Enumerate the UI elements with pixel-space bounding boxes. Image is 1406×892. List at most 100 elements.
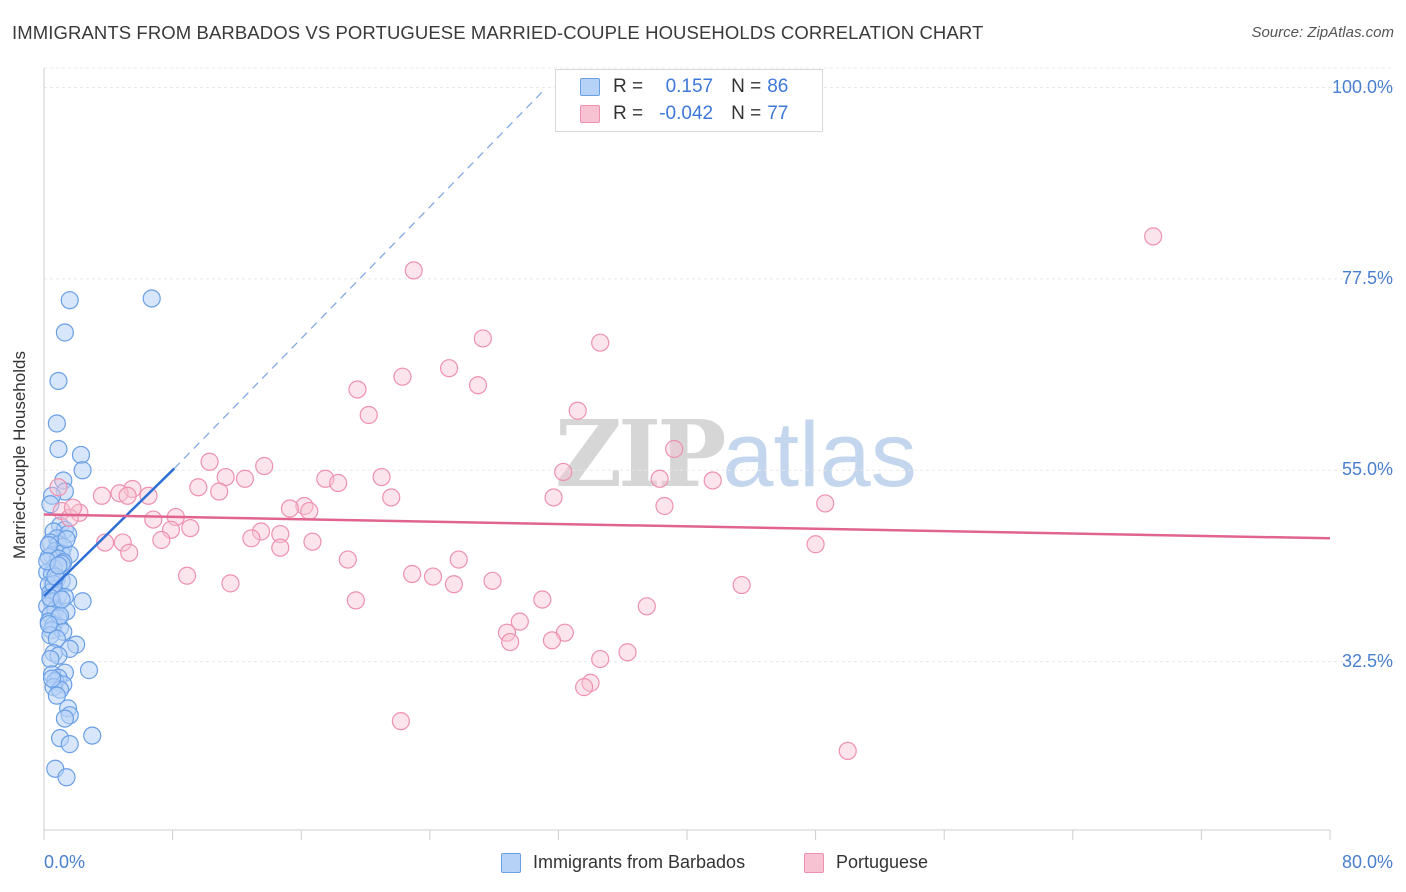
chart-title: IMMIGRANTS FROM BARBADOS VS PORTUGUESE M… bbox=[12, 22, 984, 43]
data-point-portuguese bbox=[591, 649, 610, 669]
legend-label-portuguese: Portuguese bbox=[836, 852, 929, 872]
y-tick-label: 32.5% bbox=[1341, 650, 1393, 671]
data-point-portuguese bbox=[655, 496, 674, 516]
data-point-portuguese bbox=[403, 564, 422, 584]
stats-r-value: 0.157 bbox=[665, 76, 714, 97]
data-point-portuguese bbox=[650, 469, 669, 488]
data-point-portuguese bbox=[338, 550, 357, 569]
data-point-portuguese bbox=[280, 499, 300, 518]
y-tick-label: 55.0% bbox=[1341, 459, 1393, 480]
stats-r-label: R = bbox=[613, 103, 644, 124]
data-point-barbados bbox=[71, 445, 91, 465]
data-point-portuguese bbox=[473, 329, 492, 348]
data-point-portuguese bbox=[568, 401, 587, 420]
legend: Immigrants from Barbados Portuguese bbox=[0, 852, 1406, 878]
data-point-portuguese bbox=[152, 530, 171, 550]
data-point-portuguese bbox=[200, 452, 219, 471]
gridlines bbox=[44, 67, 1395, 663]
data-point-portuguese bbox=[139, 486, 158, 505]
data-point-portuguese bbox=[63, 498, 83, 517]
data-point-portuguese bbox=[235, 469, 255, 488]
data-point-portuguese bbox=[391, 712, 410, 731]
data-point-portuguese bbox=[618, 643, 637, 662]
data-point-portuguese bbox=[242, 529, 261, 548]
data-point-barbados bbox=[39, 615, 58, 634]
data-point-barbados bbox=[39, 536, 58, 555]
legend-item-portuguese[interactable]: Portuguese bbox=[804, 852, 928, 873]
data-point-portuguese bbox=[120, 543, 139, 562]
data-point-barbados bbox=[73, 461, 92, 480]
data-point-barbados bbox=[47, 414, 66, 433]
data-point-portuguese bbox=[544, 488, 563, 507]
legend-swatch-portuguese bbox=[804, 852, 824, 873]
data-point-barbados bbox=[52, 590, 71, 609]
data-point-portuguese bbox=[271, 524, 290, 544]
data-point-portuguese bbox=[92, 486, 111, 505]
data-point-barbados bbox=[73, 592, 92, 611]
data-point-portuguese bbox=[177, 566, 197, 585]
data-point-barbados bbox=[55, 709, 74, 728]
data-point-portuguese bbox=[806, 535, 825, 554]
data-point-barbados bbox=[79, 661, 99, 680]
data-point-portuguese bbox=[637, 597, 656, 616]
data-point-portuguese bbox=[665, 439, 684, 459]
data-point-portuguese bbox=[221, 574, 240, 593]
data-point-portuguese bbox=[703, 471, 722, 490]
data-point-portuguese bbox=[255, 456, 274, 476]
data-point-portuguese bbox=[95, 533, 115, 552]
y-tick-label: 77.5% bbox=[1341, 267, 1393, 288]
data-point-portuguese bbox=[468, 376, 488, 395]
data-point-portuguese bbox=[393, 367, 412, 386]
y-axis-label: Married-couple Households bbox=[10, 351, 29, 559]
data-point-barbados bbox=[57, 530, 76, 549]
data-point-portuguese bbox=[118, 486, 137, 505]
data-point-portuguese bbox=[591, 333, 610, 352]
data-point-portuguese bbox=[348, 380, 367, 399]
data-point-portuguese bbox=[483, 571, 502, 590]
data-point-portuguese bbox=[329, 473, 348, 493]
stats-n-value: 77 bbox=[767, 103, 789, 124]
data-point-portuguese bbox=[359, 405, 378, 425]
data-point-portuguese bbox=[189, 478, 208, 497]
data-point-barbados bbox=[49, 439, 68, 459]
stats-swatch-portuguese bbox=[580, 105, 600, 123]
data-point-portuguese bbox=[533, 590, 552, 609]
data-point-portuguese bbox=[554, 462, 573, 482]
chart-source: Source: ZipAtlas.com bbox=[1251, 24, 1394, 41]
data-point-portuguese bbox=[113, 533, 132, 552]
data-point-portuguese bbox=[144, 510, 163, 529]
data-point-barbados bbox=[55, 323, 74, 342]
trend-lines bbox=[43, 91, 1331, 598]
data-point-portuguese bbox=[295, 496, 314, 516]
data-point-barbados bbox=[42, 669, 62, 688]
trend-line-portuguese bbox=[43, 513, 1331, 540]
data-point-portuguese bbox=[372, 467, 391, 487]
stats-row-portuguese: R = -0.042 N = 77 bbox=[580, 102, 788, 126]
data-point-portuguese bbox=[346, 591, 365, 610]
data-point-portuguese bbox=[439, 359, 459, 378]
data-point-portuguese bbox=[181, 518, 200, 538]
stats-n-label: N = bbox=[731, 103, 762, 124]
data-point-portuguese bbox=[838, 741, 857, 761]
stats-n-value: 86 bbox=[767, 76, 789, 97]
data-point-barbados bbox=[83, 726, 102, 745]
data-point-portuguese bbox=[303, 532, 322, 551]
data-point-barbados bbox=[49, 556, 68, 575]
stats-box: R = 0.157 N = 86 R = -0.042 N = 77 bbox=[555, 69, 823, 132]
legend-swatch-barbados bbox=[501, 852, 521, 873]
x-tick-label-max: 80.0% bbox=[1341, 852, 1393, 872]
data-point-portuguese bbox=[49, 478, 68, 497]
data-point-portuguese bbox=[271, 538, 290, 557]
data-point-portuguese bbox=[732, 575, 751, 595]
data-point-portuguese bbox=[501, 632, 520, 652]
legend-label-barbados: Immigrants from Barbados bbox=[533, 852, 746, 872]
data-point-portuguese bbox=[210, 482, 229, 501]
stats-swatch-barbados bbox=[580, 78, 600, 96]
data-point-portuguese bbox=[510, 612, 529, 631]
legend-item-barbados[interactable]: Immigrants from Barbados bbox=[501, 852, 745, 873]
stats-r-value: -0.042 bbox=[659, 103, 714, 124]
y-tick-label: 100.0% bbox=[1331, 76, 1393, 97]
trend-line-barbados bbox=[43, 467, 176, 598]
data-point-portuguese bbox=[449, 550, 468, 569]
